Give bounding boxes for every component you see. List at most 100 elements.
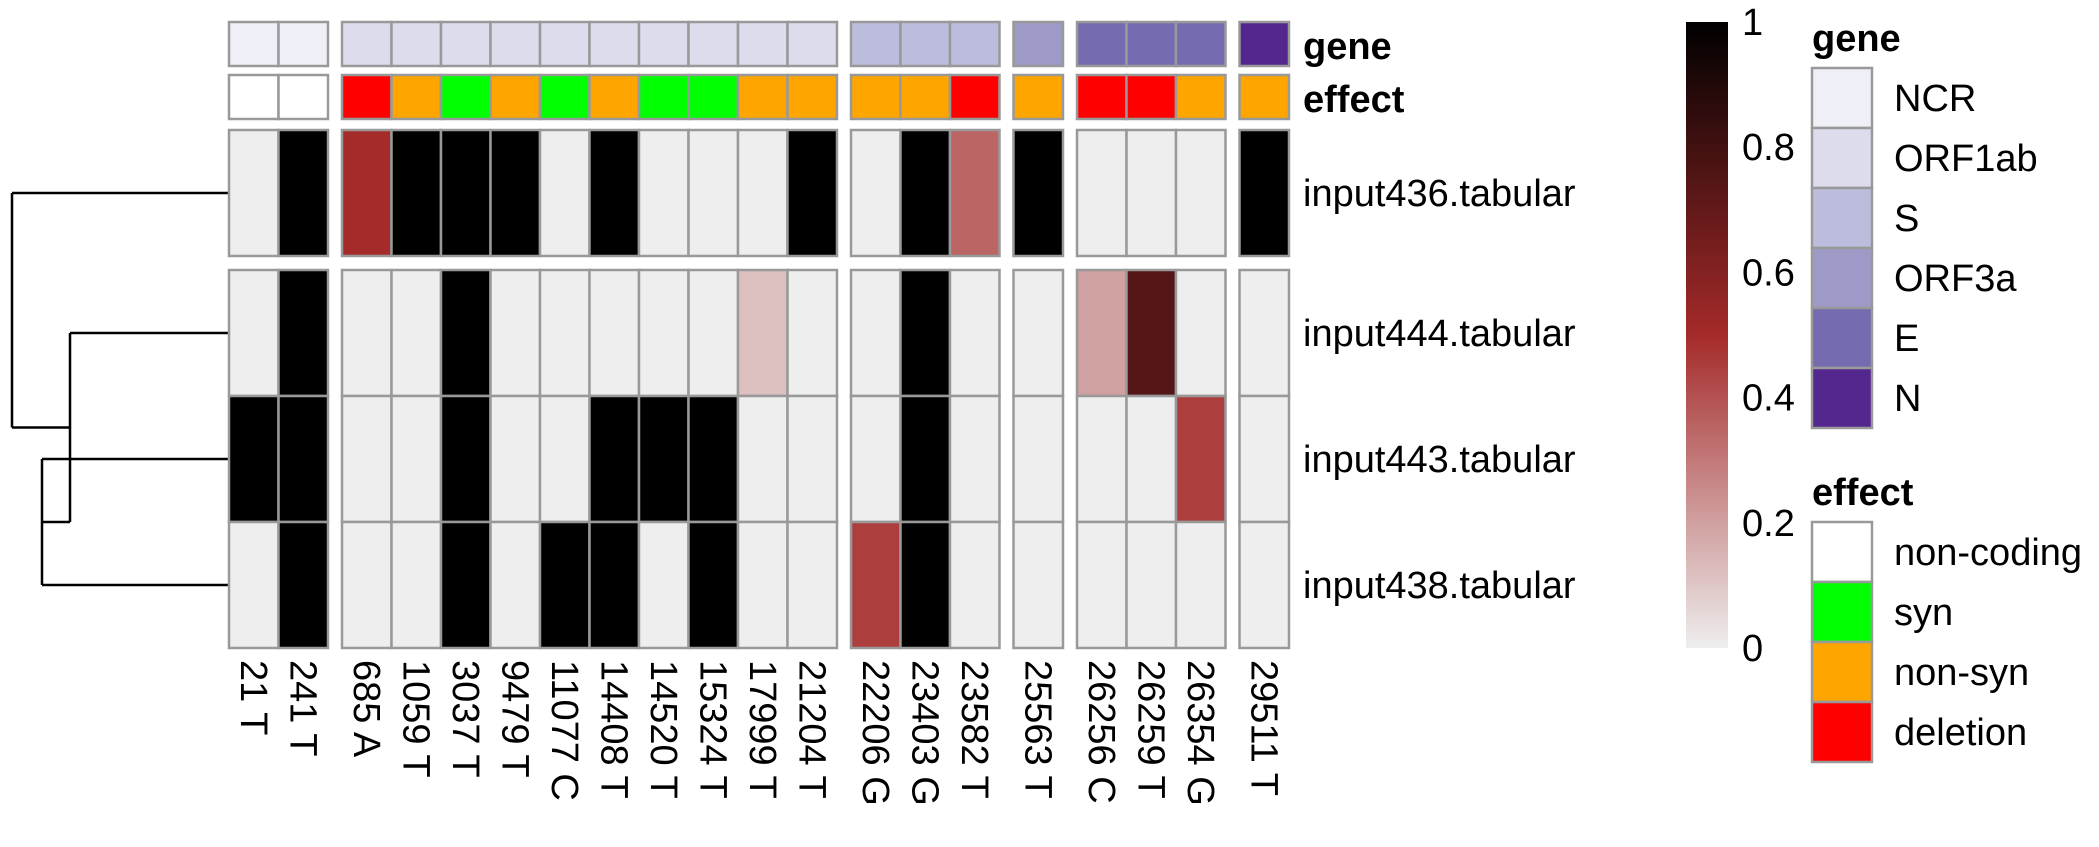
- colorbar-tick-label: 0: [1742, 628, 1763, 670]
- column-label: 15324 T: [691, 660, 733, 799]
- effect-annotation-cell: [489, 73, 542, 121]
- heatmap-cell: [899, 394, 952, 524]
- gene-annotation-cell: [439, 20, 492, 68]
- effect-annotation-cell: [899, 73, 952, 121]
- heatmap-cell: [489, 520, 542, 650]
- heatmap-cell: [1238, 520, 1291, 650]
- gene-legend-label: NCR: [1894, 78, 1976, 120]
- effect-legend-label: deletion: [1894, 712, 2027, 754]
- heatmap-cell: [1125, 394, 1178, 524]
- gene-legend-swatch: [1810, 126, 1874, 190]
- heatmap-cell: [849, 394, 902, 524]
- heatmap-cell: [538, 268, 591, 398]
- heatmap-cell: [736, 394, 789, 524]
- heatmap-cell: [637, 394, 690, 524]
- gene-annotation-cell: [948, 20, 1001, 68]
- column-label: 9479 T: [493, 660, 535, 778]
- heatmap-cell: [637, 128, 690, 258]
- effect-annotation-cell: [687, 73, 740, 121]
- heatmap-cell: [1125, 520, 1178, 650]
- effect-annotation-cell: [227, 73, 280, 121]
- heatmap-cell: [1075, 268, 1128, 398]
- effect-legend-label: non-coding: [1894, 532, 2082, 574]
- colorbar-tick-label: 1: [1742, 2, 1763, 44]
- column-label: 26354 G: [1179, 660, 1221, 806]
- heatmap-cell: [340, 268, 393, 398]
- gene-annotation-cell: [736, 20, 789, 68]
- heatmap-cell: [948, 520, 1001, 650]
- row-labels: input436.tabular input444.tabular input443…: [1303, 173, 1576, 607]
- gene-legend-swatch: [1810, 306, 1874, 370]
- heatmap-cell: [637, 520, 690, 650]
- heatmap-cell: [538, 128, 591, 258]
- gene-legend-swatch: [1810, 366, 1874, 430]
- column-annotations: gene effect: [227, 20, 1405, 121]
- gene-annotation-cell: [637, 20, 690, 68]
- heatmap-cell: [538, 520, 591, 650]
- effect-legend-swatch: [1810, 520, 1874, 584]
- heatmap-cell: [489, 128, 542, 258]
- row-label: input436.tabular: [1303, 173, 1576, 215]
- heatmap-cells: [227, 128, 1291, 650]
- heatmap-cell: [786, 520, 839, 650]
- heatmap-cell: [227, 394, 280, 524]
- effect-annotation-cell: [340, 73, 393, 121]
- gene-legend-swatch: [1810, 246, 1874, 310]
- effect-annotation-cell: [588, 73, 641, 121]
- colorbar-tick-label: 0.4: [1742, 378, 1795, 420]
- effect-annotation-cell: [637, 73, 690, 121]
- heatmap-cell: [277, 394, 330, 524]
- gene-legend-label: ORF3a: [1894, 258, 2017, 300]
- effect-legend-label: syn: [1894, 592, 1953, 634]
- gene-annotation-cell: [1012, 20, 1065, 68]
- effect-annotation-cell: [1238, 73, 1291, 121]
- heatmap-cell: [687, 268, 740, 398]
- column-label: 14408 T: [592, 660, 634, 799]
- gene-legend-label: ORF1ab: [1894, 138, 2038, 180]
- effect-annotation-cell: [948, 73, 1001, 121]
- gene-annotation-cell: [1174, 20, 1227, 68]
- heatmap-cell: [948, 128, 1001, 258]
- column-label: 25563 T: [1016, 660, 1058, 799]
- column-label: 21 T: [232, 660, 274, 735]
- heatmap-cell: [439, 268, 492, 398]
- gene-annotation-cell: [588, 20, 641, 68]
- column-label: 22206 G: [854, 660, 896, 806]
- column-label: 17999 T: [741, 660, 783, 799]
- effect-legend-swatch: [1810, 640, 1874, 704]
- heatmap-cell: [687, 128, 740, 258]
- gene-annotation-cell: [1075, 20, 1128, 68]
- heatmap-cell: [390, 128, 443, 258]
- heatmap-cell: [390, 268, 443, 398]
- heatmap-cell: [687, 394, 740, 524]
- column-label: 1059 T: [394, 660, 436, 778]
- gene-annotation-cell: [687, 20, 740, 68]
- heatmap-cell: [227, 128, 280, 258]
- effect-annotation-cell: [849, 73, 902, 121]
- heatmap-cell: [227, 268, 280, 398]
- heatmap-cell: [849, 268, 902, 398]
- gene-annotation-cell: [340, 20, 393, 68]
- column-label: 3037 T: [444, 660, 486, 778]
- effect-annotation-cell: [439, 73, 492, 121]
- column-label: 685 A: [345, 660, 387, 758]
- heatmap-cell: [1075, 394, 1128, 524]
- heatmap-cell: [277, 128, 330, 258]
- gene-annotation-label: gene: [1303, 26, 1392, 68]
- gene-annotation-cell: [849, 20, 902, 68]
- heatmap-cell: [489, 268, 542, 398]
- row-label: input443.tabular: [1303, 439, 1576, 481]
- gene-annotation-cell: [1125, 20, 1178, 68]
- heatmap-cell: [439, 128, 492, 258]
- effect-annotation-cell: [1125, 73, 1178, 121]
- colorbar-legend: 0 0.2 0.4 0.6 0.8 1: [1686, 2, 1795, 670]
- gene-legend-label: E: [1894, 318, 1919, 360]
- effect-annotation-cell: [736, 73, 789, 121]
- column-label: 26259 T: [1129, 660, 1171, 799]
- heatmap-cell: [588, 128, 641, 258]
- heatmap-cell: [588, 268, 641, 398]
- heatmap-cell: [1012, 394, 1065, 524]
